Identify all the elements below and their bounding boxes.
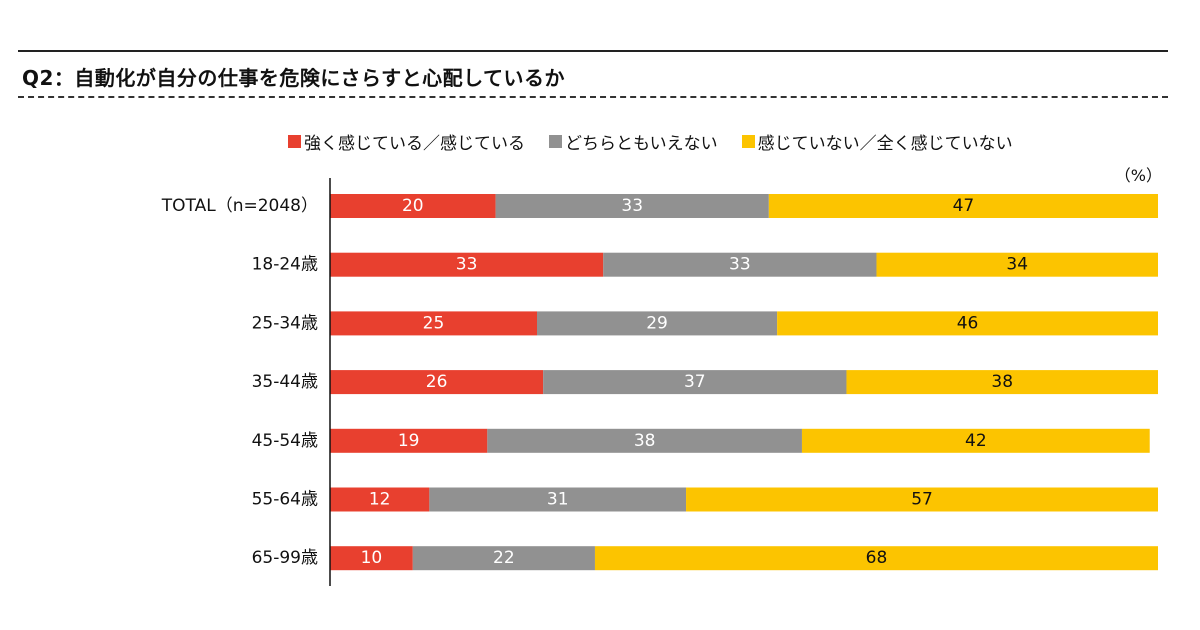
bar-segment-neutral bbox=[412, 546, 595, 571]
value-label-disagree: 38 bbox=[991, 372, 1013, 392]
legend-swatch-disagree bbox=[741, 135, 755, 148]
bar-segment-disagree bbox=[846, 370, 1158, 395]
value-label-neutral: 38 bbox=[634, 431, 656, 451]
legend-item-agree: 強く感じている／感じている bbox=[288, 129, 525, 154]
bar-segment-neutral bbox=[537, 311, 778, 336]
value-label-agree: 25 bbox=[423, 313, 445, 333]
bar-segment-agree bbox=[330, 546, 413, 571]
value-label-disagree: 42 bbox=[965, 431, 987, 451]
unit-label: （%） bbox=[1114, 166, 1162, 185]
legend-label-agree: 強く感じている／感じている bbox=[304, 134, 525, 154]
legend-label-neutral: どちらともいえない bbox=[565, 134, 718, 154]
bar-segment-agree bbox=[330, 311, 537, 336]
bar-segment-disagree bbox=[594, 546, 1158, 571]
bar-segment-neutral bbox=[429, 487, 687, 512]
bar-segment-agree bbox=[330, 370, 544, 395]
category-label: 18-24歳 bbox=[252, 255, 318, 275]
bar-segment-neutral bbox=[495, 194, 769, 218]
bar-segment-neutral bbox=[487, 428, 802, 453]
legend-item-neutral: どちらともいえない bbox=[549, 129, 718, 154]
bar-segment-agree bbox=[330, 252, 604, 277]
bar-segment-disagree bbox=[801, 428, 1150, 453]
category-label: 35-44歳 bbox=[252, 372, 318, 392]
category-label: 55-64歳 bbox=[252, 490, 318, 510]
category-label: TOTAL（n=2048） bbox=[161, 196, 318, 216]
bar-segment-agree bbox=[330, 487, 430, 512]
value-label-neutral: 33 bbox=[621, 196, 643, 216]
value-label-agree: 12 bbox=[369, 490, 391, 510]
legend-swatch-neutral bbox=[549, 135, 562, 148]
value-label-neutral: 22 bbox=[493, 548, 515, 568]
legend-label-disagree: 感じていない／全く感じていない bbox=[757, 134, 1013, 154]
value-label-disagree: 46 bbox=[957, 313, 979, 333]
value-label-neutral: 29 bbox=[646, 313, 668, 333]
title-divider bbox=[18, 96, 1168, 98]
bar-segment-disagree bbox=[768, 194, 1158, 218]
value-label-neutral: 37 bbox=[684, 372, 706, 392]
legend: 強く感じている／感じている どちらともいえない 感じていない／全く感じていない bbox=[288, 129, 1013, 154]
bar-segment-disagree bbox=[686, 487, 1158, 512]
category-label: 25-34歳 bbox=[252, 313, 318, 333]
bar-segment-disagree bbox=[777, 311, 1158, 336]
category-label: 65-99歳 bbox=[252, 548, 318, 568]
value-label-agree: 10 bbox=[361, 548, 383, 568]
value-label-agree: 33 bbox=[456, 255, 478, 275]
value-label-agree: 19 bbox=[398, 431, 420, 451]
value-label-neutral: 33 bbox=[729, 255, 751, 275]
bar-segment-agree bbox=[330, 428, 488, 453]
value-label-disagree: 47 bbox=[953, 196, 975, 216]
chart-title: Q2：自動化が自分の仕事を危険にさらすと心配しているか bbox=[22, 66, 566, 90]
value-label-agree: 20 bbox=[402, 196, 424, 216]
value-label-disagree: 57 bbox=[911, 490, 933, 510]
category-label: 45-54歳 bbox=[252, 431, 318, 451]
bar-segment-disagree bbox=[876, 252, 1158, 277]
value-label-agree: 26 bbox=[426, 372, 448, 392]
top-rule bbox=[18, 50, 1168, 52]
legend-item-disagree: 感じていない／全く感じていない bbox=[741, 129, 1013, 154]
bar-segment-agree bbox=[330, 194, 496, 218]
value-label-disagree: 34 bbox=[1006, 255, 1028, 275]
value-label-neutral: 31 bbox=[547, 490, 569, 510]
bar-segment-neutral bbox=[543, 370, 847, 395]
legend-swatch-agree bbox=[288, 135, 301, 148]
value-label-disagree: 68 bbox=[866, 548, 888, 568]
bar-segment-neutral bbox=[603, 252, 877, 277]
